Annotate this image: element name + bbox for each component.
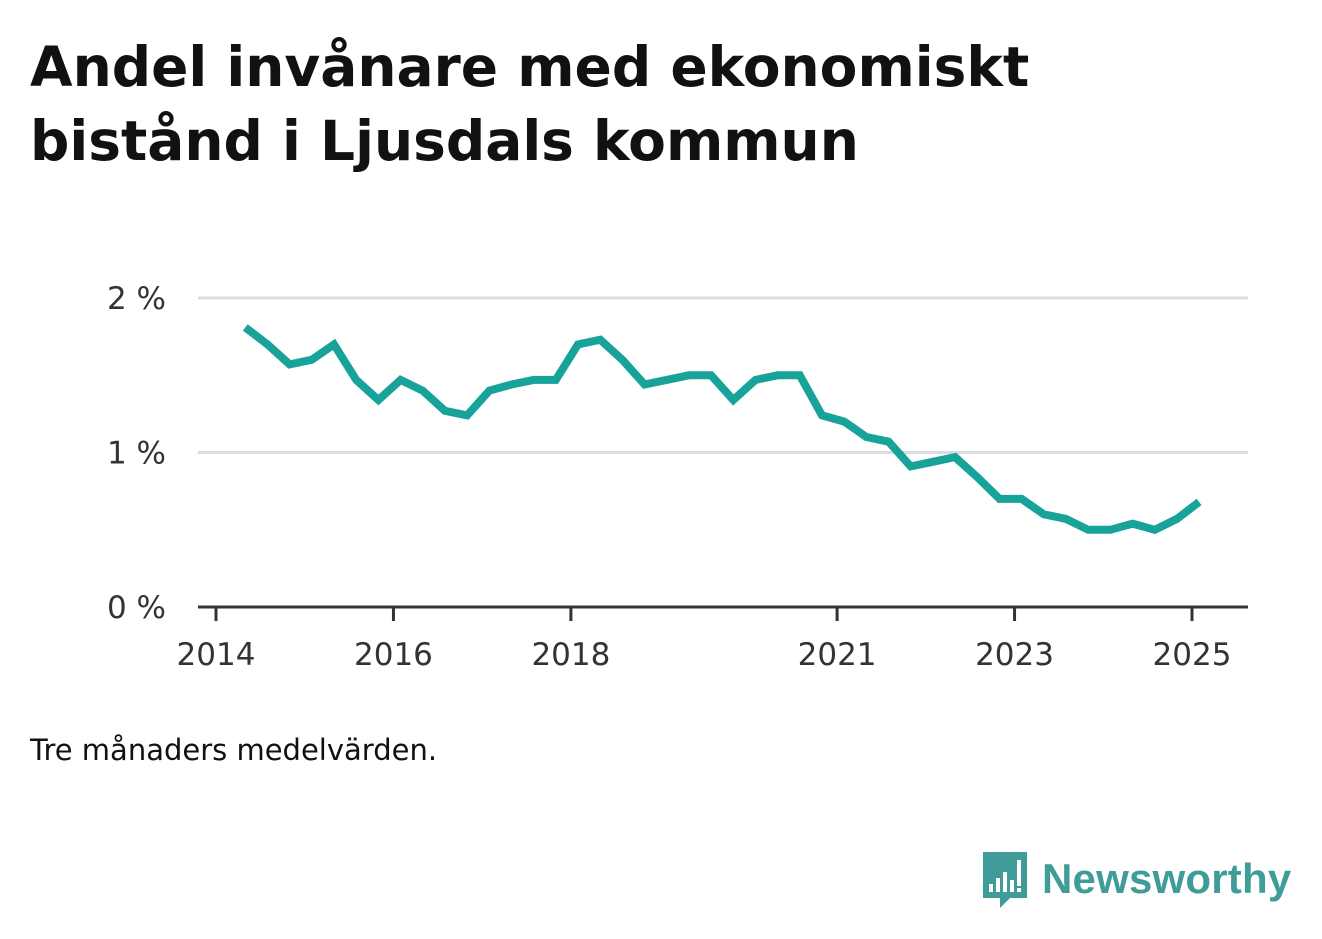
data-point [1043, 513, 1045, 515]
x-tick-label: 2016 [354, 637, 433, 673]
data-point [1176, 518, 1178, 520]
data-point [1021, 498, 1023, 500]
data-point [1198, 501, 1200, 503]
data-point [422, 390, 424, 392]
data-point [710, 374, 712, 376]
x-tick-label: 2018 [531, 637, 610, 673]
bar-chart-speech-bubble-icon [983, 852, 1027, 908]
data-point [1087, 529, 1089, 531]
data-point [932, 461, 934, 463]
y-tick-label: 0 % [107, 590, 166, 626]
gridlines [198, 296, 1248, 454]
brand-logo: Newsworthy [980, 848, 1291, 910]
data-point [466, 414, 468, 416]
data-point [688, 374, 690, 376]
data-point [488, 390, 490, 392]
data-point [843, 421, 845, 423]
data-point [976, 476, 978, 478]
data-point [289, 363, 291, 365]
data-point [954, 456, 956, 458]
data-point [1109, 529, 1111, 531]
data-point [888, 441, 890, 443]
data-point [555, 379, 557, 381]
data-point [1154, 529, 1156, 531]
data-point [621, 359, 623, 361]
data-point [821, 414, 823, 416]
x-tick-label: 2014 [177, 637, 256, 673]
data-point [666, 379, 668, 381]
data-point [865, 436, 867, 438]
y-tick-label: 1 % [107, 436, 166, 472]
data-point [444, 410, 446, 412]
x-tick-label: 2021 [798, 637, 877, 673]
data-point [732, 399, 734, 401]
brand-name: Newsworthy [1042, 855, 1292, 902]
data-point [355, 379, 357, 381]
data-point [999, 498, 1001, 500]
y-axis-ticks: 0 % 1 % 2 % [107, 281, 166, 626]
data-point [755, 379, 757, 381]
data-point [644, 384, 646, 386]
data-point [799, 374, 801, 376]
data-point [599, 339, 601, 341]
data-point [267, 343, 269, 345]
series-group [242, 324, 1202, 535]
data-point [511, 384, 513, 386]
data-point [377, 399, 379, 401]
data-point [400, 379, 402, 381]
data-point [1132, 523, 1134, 525]
x-tick-label: 2025 [1153, 637, 1232, 673]
data-point [333, 343, 335, 345]
chart-title: Andel invånare med ekonomiskt bistånd i … [30, 35, 1030, 173]
data-point [533, 379, 535, 381]
x-axis: 2014 2016 2018 2021 2023 2025 [177, 605, 1248, 673]
data-point [244, 326, 246, 328]
data-point [777, 374, 779, 376]
chart-caption: Tre månaders medelvärden. [30, 733, 438, 767]
data-point [577, 343, 579, 345]
x-tick-label: 2023 [975, 637, 1054, 673]
data-point [1065, 518, 1067, 520]
y-tick-label: 2 % [107, 281, 166, 317]
data-point [311, 359, 313, 361]
series-line [242, 324, 1202, 535]
data-point [910, 465, 912, 467]
